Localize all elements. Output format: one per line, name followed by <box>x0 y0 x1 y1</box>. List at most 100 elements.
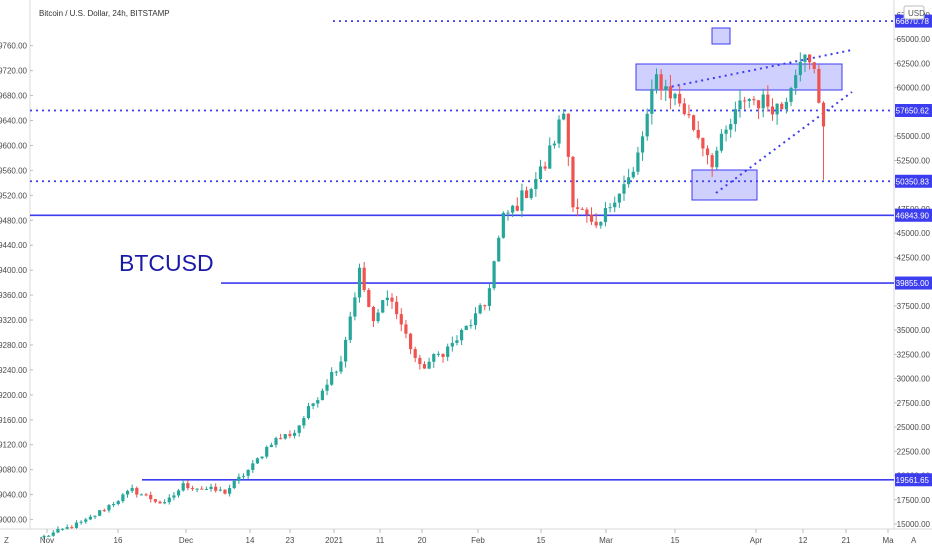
level-label-box <box>895 208 932 222</box>
level-labels: 66870.78 57650.62 50350.83 46843.90 39855.00… <box>895 14 932 487</box>
candle-body <box>302 418 306 426</box>
candle-body <box>640 136 645 153</box>
candle-body <box>404 324 408 334</box>
right-tick-label: 37500.00 <box>897 302 931 311</box>
candle-body <box>780 103 784 110</box>
candle-body <box>241 475 246 477</box>
candle-body <box>186 483 190 489</box>
x-tick-label: Ma <box>882 536 894 545</box>
candle-body <box>798 61 802 76</box>
candle-body <box>715 150 719 168</box>
candle-body <box>446 346 450 357</box>
candle-body <box>808 54 812 63</box>
candle-body <box>613 202 617 208</box>
currency-badge-label[interactable]: USD <box>908 9 925 18</box>
left-tick-label: 9680.00 <box>0 92 28 101</box>
x-tick-label: 23 <box>286 536 295 545</box>
candle-body <box>292 432 297 436</box>
left-tick-label: 9520.00 <box>0 191 28 200</box>
candle-body <box>627 177 631 185</box>
candle-body <box>149 494 153 500</box>
candle-body <box>172 495 176 498</box>
left-tick-label: 9440.00 <box>0 241 28 250</box>
left-tick-label: 9280.00 <box>0 341 28 350</box>
candle-body <box>501 212 505 238</box>
candle-body <box>246 469 250 476</box>
candle-body <box>93 515 97 517</box>
candle-body <box>687 114 691 116</box>
candle-body <box>566 113 570 157</box>
candle-body <box>478 305 482 314</box>
currency-badge[interactable] <box>903 5 925 20</box>
right-tick-label: 65000.00 <box>897 35 931 44</box>
left-tick-label: 9160.00 <box>0 416 28 425</box>
candle-body <box>408 333 413 350</box>
left-tick-label: 9720.00 <box>0 67 28 76</box>
candle-body <box>121 494 125 502</box>
x-tick-label: 11 <box>376 536 385 545</box>
level-label: 57650.62 <box>896 106 930 115</box>
left-tick-label: 9400.00 <box>0 266 28 275</box>
candle-body <box>228 488 232 494</box>
candle-body <box>506 212 510 214</box>
candle-body <box>436 353 440 355</box>
candle-body <box>733 109 737 125</box>
candle-body <box>288 434 292 436</box>
left-tick-label: 9000.00 <box>0 516 28 525</box>
right-tick-label: 55000.00 <box>897 132 931 141</box>
candle-body <box>399 314 403 325</box>
left-tick-label: 9320.00 <box>0 316 28 325</box>
candle-body <box>580 208 584 210</box>
candle-body <box>362 267 366 290</box>
x-tick-label: 15 <box>671 536 680 545</box>
x-tick-label: Dec <box>179 536 193 545</box>
left-tick-label: 9760.00 <box>0 42 28 51</box>
timezone-button[interactable]: Z <box>4 536 9 545</box>
candle-body <box>385 297 389 301</box>
candle-body <box>692 115 696 130</box>
candle-body <box>817 68 821 103</box>
candle-body <box>325 384 329 391</box>
candle-body <box>636 152 640 172</box>
right-tick-label: 45000.00 <box>897 229 931 238</box>
candle-body <box>390 297 394 302</box>
left-tick-label: 9600.00 <box>0 141 28 150</box>
candle-body <box>70 527 74 529</box>
candle-body <box>534 179 538 190</box>
candle-body <box>167 497 171 503</box>
candle-body <box>371 306 376 322</box>
candle-body <box>487 288 492 306</box>
candle-body <box>603 208 608 223</box>
candle-body <box>218 489 222 491</box>
right-tick-label: 42500.00 <box>897 253 931 262</box>
candle-body <box>705 148 710 156</box>
candle-body <box>348 316 352 340</box>
candle-body <box>395 301 399 315</box>
right-tick-label: 35000.00 <box>897 326 931 335</box>
candle-body <box>353 297 357 317</box>
candle-body <box>190 488 195 490</box>
candle-body <box>654 74 659 90</box>
candle-body <box>719 133 724 151</box>
auto-scale-button[interactable]: A <box>911 536 917 545</box>
candle-body <box>144 494 148 496</box>
candle-body <box>195 488 199 490</box>
candle-body <box>283 434 287 439</box>
bottom-range-box <box>691 169 758 201</box>
candle-body <box>608 207 612 209</box>
candle-body <box>237 476 241 481</box>
candle-body <box>743 100 747 102</box>
candlesticks <box>42 52 826 540</box>
x-tick-label: Nov <box>40 536 54 545</box>
x-tick-label: 16 <box>114 536 123 545</box>
candle-body <box>418 357 422 365</box>
candle-body <box>427 361 431 369</box>
lower-trendline <box>715 91 853 194</box>
candle-body <box>60 528 65 530</box>
candle-body <box>464 325 468 330</box>
x-tick-label: 21 <box>842 536 851 545</box>
candle-body <box>413 349 417 358</box>
candle-body <box>617 193 621 203</box>
right-tick-label: 62500.00 <box>897 59 931 68</box>
